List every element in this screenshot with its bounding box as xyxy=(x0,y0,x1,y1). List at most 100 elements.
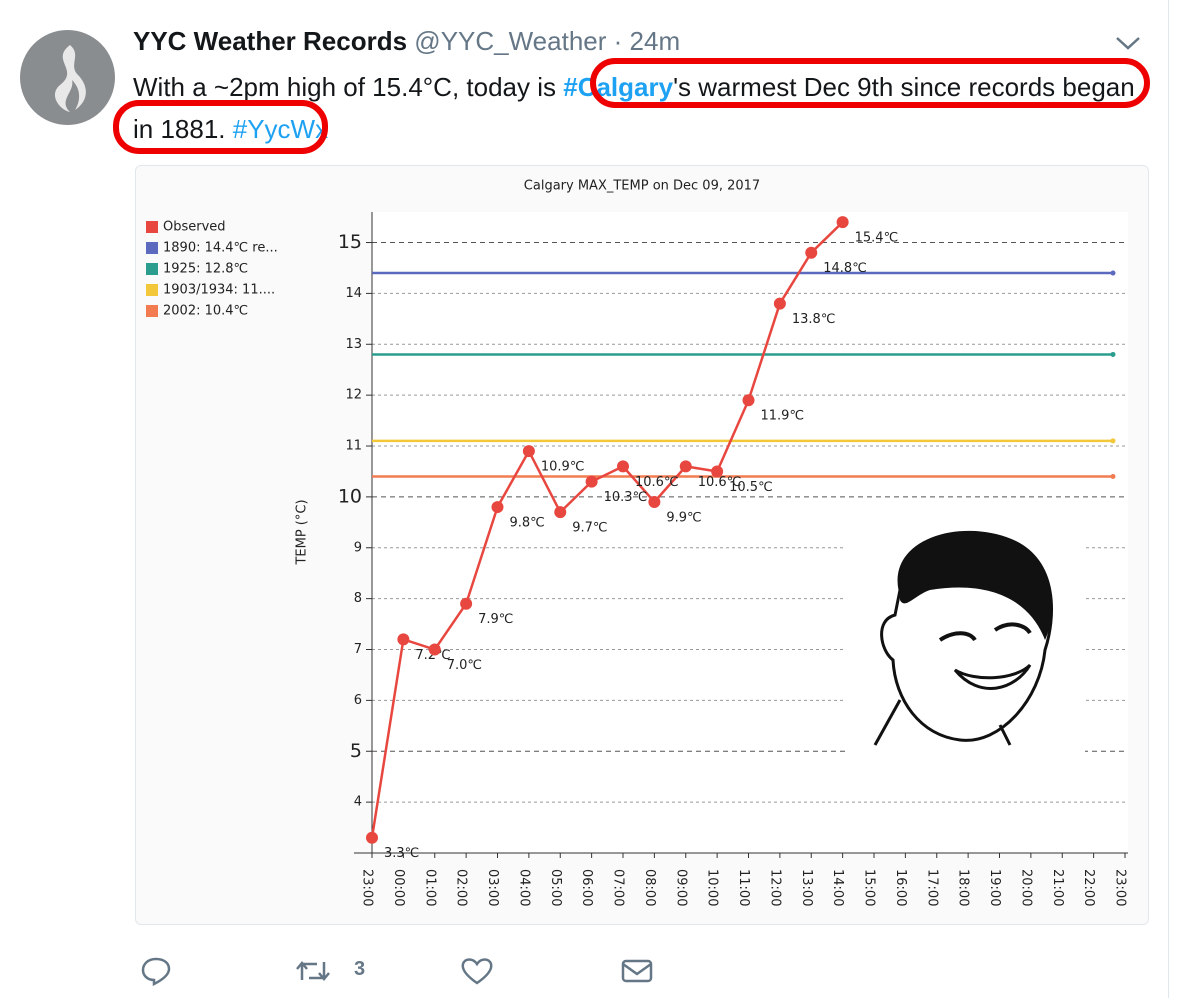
x-tick-label: 14:00 xyxy=(830,869,845,906)
chevron[interactable] xyxy=(1114,34,1142,52)
y-tick-label: 13 xyxy=(345,337,362,352)
legend-label: 2002: 10.4℃ xyxy=(163,304,248,319)
text: With a ~2pm high of 15.4°C, today is xyxy=(133,72,564,102)
highlight-oval xyxy=(113,100,328,154)
data-label: 10.3℃ xyxy=(604,490,648,505)
legend-swatch xyxy=(146,221,158,233)
y-tick-label: 12 xyxy=(345,388,362,403)
legend-swatch xyxy=(146,284,158,296)
x-tick-label: 18:00 xyxy=(956,869,971,906)
data-label: 9.8℃ xyxy=(510,516,545,531)
tweet-header: YYC Weather Records @YYC_Weather · 24m xyxy=(133,26,680,57)
data-point xyxy=(648,495,661,508)
data-label: 7.2℃ xyxy=(415,648,450,663)
highlight-oval xyxy=(590,58,1150,108)
like-icon[interactable] xyxy=(460,956,494,986)
legend-label: 1903/1934: 11.... xyxy=(163,283,275,298)
y-tick-label: 7 xyxy=(354,642,362,657)
y-tick-label: 6 xyxy=(354,693,362,708)
x-tick-label: 06:00 xyxy=(579,869,594,906)
y-tick-label: 11 xyxy=(345,439,362,454)
x-tick-label: 20:00 xyxy=(1018,869,1033,906)
text: 's warmest Dec 9th since records began i… xyxy=(133,72,1135,144)
data-point xyxy=(428,643,441,656)
legend-label: Observed xyxy=(163,220,226,235)
x-tick-label: 02:00 xyxy=(454,869,469,906)
x-tick-label: 05:00 xyxy=(548,869,563,906)
data-label: 7.0℃ xyxy=(447,658,482,673)
x-tick-label: 09:00 xyxy=(673,869,688,906)
data-point xyxy=(460,597,473,610)
x-tick-label: 07:00 xyxy=(611,869,626,906)
data-label: 10.6℃ xyxy=(698,475,742,490)
reference-end xyxy=(1110,270,1116,276)
reply-icon[interactable] xyxy=(140,956,172,986)
x-tick-label: 10:00 xyxy=(705,869,720,906)
y-tick-label: 9 xyxy=(354,540,362,555)
message-icon[interactable] xyxy=(620,958,654,984)
x-tick-label: 03:00 xyxy=(485,869,500,906)
user-handle[interactable]: @YYC_Weather xyxy=(414,26,607,56)
data-point xyxy=(742,394,755,407)
user-name[interactable]: YYC Weather Records xyxy=(133,26,408,56)
data-label: 9.7℃ xyxy=(572,521,607,536)
data-point xyxy=(366,831,378,844)
data-label: 14.8℃ xyxy=(823,261,867,276)
y-axis-label: TEMP (°C) xyxy=(295,499,310,565)
data-label: 13.8℃ xyxy=(792,312,836,327)
data-label: 11.9℃ xyxy=(761,409,805,424)
y-tick-label: 8 xyxy=(354,591,362,606)
x-tick-label: 01:00 xyxy=(422,869,437,906)
data-point xyxy=(711,465,724,478)
x-tick-label: 21:00 xyxy=(1050,869,1065,906)
chart-title: Calgary MAX_TEMP on Dec 09, 2017 xyxy=(524,179,760,194)
meme-face xyxy=(845,520,1085,756)
data-point xyxy=(805,246,818,259)
data-point xyxy=(836,216,849,229)
data-point xyxy=(491,501,504,514)
data-point xyxy=(617,460,629,473)
x-tick-label: 11:00 xyxy=(736,869,751,906)
legend-label: 1890: 14.4℃ re... xyxy=(163,241,278,256)
x-tick-label: 15:00 xyxy=(862,869,877,906)
scrollbar-edge xyxy=(1168,0,1169,998)
y-tick-label: 5 xyxy=(350,740,362,762)
y-tick-label: 4 xyxy=(354,795,362,810)
data-point xyxy=(585,475,598,488)
x-tick-label: 19:00 xyxy=(987,869,1002,906)
reference-end xyxy=(1110,474,1116,480)
legend-swatch xyxy=(146,242,158,254)
x-tick-label: 23:00 xyxy=(360,869,375,906)
avatar[interactable] xyxy=(20,30,115,125)
data-label: 15.4℃ xyxy=(855,231,899,246)
x-tick-label: 22:00 xyxy=(1081,869,1096,906)
action-bar: 3 xyxy=(140,952,660,988)
retweet-count: 3 xyxy=(354,958,366,980)
series-line xyxy=(370,221,844,838)
data-label: 10.5℃ xyxy=(729,480,773,495)
legend-swatch xyxy=(146,305,158,317)
data-label: 10.9℃ xyxy=(541,460,585,475)
data-point xyxy=(522,445,535,458)
y-tick-label: 14 xyxy=(345,286,362,301)
tweet-text: With a ~2pm high of 15.4°C, today is #Ca… xyxy=(133,66,1153,150)
legend-label: 1925: 12.8℃ xyxy=(163,262,248,277)
data-label: 10.6℃ xyxy=(635,475,679,490)
x-tick-label: 13:00 xyxy=(799,869,814,906)
x-tick-label: 00:00 xyxy=(391,869,406,906)
reference-end xyxy=(1110,351,1116,357)
retweet-icon[interactable] xyxy=(295,958,331,984)
y-tick-label: 10 xyxy=(338,485,362,507)
data-label: 9.9℃ xyxy=(666,510,701,525)
data-label: 3.3℃ xyxy=(384,846,419,861)
x-tick-label: 08:00 xyxy=(642,869,657,906)
x-tick-label: 04:00 xyxy=(516,869,531,906)
timestamp[interactable]: · 24m xyxy=(613,26,681,56)
data-point xyxy=(679,460,692,473)
data-point xyxy=(554,506,567,519)
data-label: 7.9℃ xyxy=(478,612,513,627)
x-tick-label: 17:00 xyxy=(924,869,939,906)
hashtag[interactable]: #Calgary xyxy=(563,72,674,102)
